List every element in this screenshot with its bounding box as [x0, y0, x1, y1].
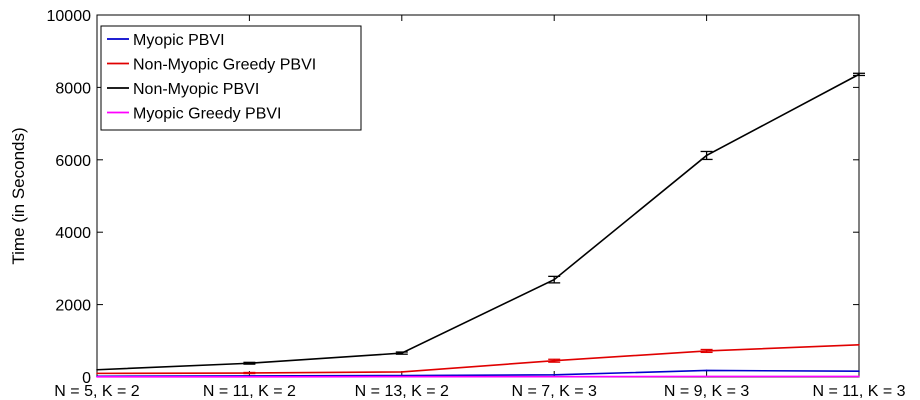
error-bar: [395, 351, 408, 355]
y-tick-label: 8000: [55, 80, 91, 97]
error-bar: [700, 348, 713, 354]
error-bar: [700, 150, 713, 161]
legend-label: Non-Myopic PBVI: [133, 81, 259, 98]
x-axis: N = 5, K = 2 N = 11, K = 2 N = 13, K = 2 N …: [54, 15, 906, 400]
y-tick-label: 2000: [55, 298, 91, 315]
series-line: [96, 369, 860, 378]
legend-item: Non-Myopic PBVI: [107, 81, 259, 98]
legend-label: Myopic PBVI: [133, 32, 225, 49]
y-tick-label: 6000: [55, 153, 91, 170]
legend-label: Non-Myopic Greedy PBVI: [133, 57, 316, 74]
data-point: [705, 369, 708, 372]
data-point: [553, 374, 555, 376]
series-line: [96, 73, 860, 371]
legend-label: Myopic Greedy PBVI: [133, 106, 282, 123]
series-line: [96, 343, 860, 375]
data-point: [858, 375, 860, 378]
data-point: [858, 370, 860, 373]
x-tick-label: N = 9, K = 3: [664, 383, 749, 400]
error-bar: [243, 371, 256, 375]
data-point: [401, 375, 403, 378]
error-bar: [853, 72, 865, 77]
y-axis: 0 2000 4000 6000 8000 10000: [47, 8, 859, 387]
data-point: [705, 375, 708, 378]
series-non-myopic-pbvi: [96, 72, 865, 371]
y-tick-label: 4000: [55, 225, 91, 242]
x-tick-label: N = 13, K = 2: [355, 383, 449, 400]
data-point: [96, 376, 98, 378]
data-point: [96, 368, 98, 371]
legend-item: Myopic PBVI: [107, 32, 225, 49]
y-axis-title: Time (in Seconds): [9, 127, 28, 264]
data-point: [401, 371, 403, 373]
x-tick-label: N = 11, K = 3: [812, 383, 905, 400]
series-layer: [96, 72, 865, 378]
y-tick-label: 10000: [47, 8, 92, 25]
error-bar: [548, 275, 561, 284]
legend-item: Non-Myopic Greedy PBVI: [107, 57, 316, 74]
series-non-myopic-greedy-pbvi: [96, 343, 860, 375]
plot-area: 0 2000 4000 6000 8000 10000 N = 5, K = 2 N = 1…: [47, 8, 906, 400]
data-point: [248, 376, 251, 378]
data-point: [553, 375, 555, 378]
x-tick-label: N = 11, K = 2: [203, 383, 296, 400]
x-tick-label: N = 5, K = 2: [54, 383, 139, 400]
data-point: [858, 343, 860, 346]
y-tick-label: 0: [82, 370, 91, 387]
legend: Myopic PBVI Non-Myopic Greedy PBVI Non-Myo…: [100, 25, 362, 131]
error-bar: [548, 358, 561, 363]
data-point: [96, 372, 98, 375]
legend-item: Myopic Greedy PBVI: [107, 106, 282, 123]
legend-box: [100, 25, 362, 131]
x-tick-label: N = 7, K = 3: [512, 383, 597, 400]
series-myopic-greedy-pbvi: [96, 375, 860, 378]
error-bar: [243, 361, 256, 365]
